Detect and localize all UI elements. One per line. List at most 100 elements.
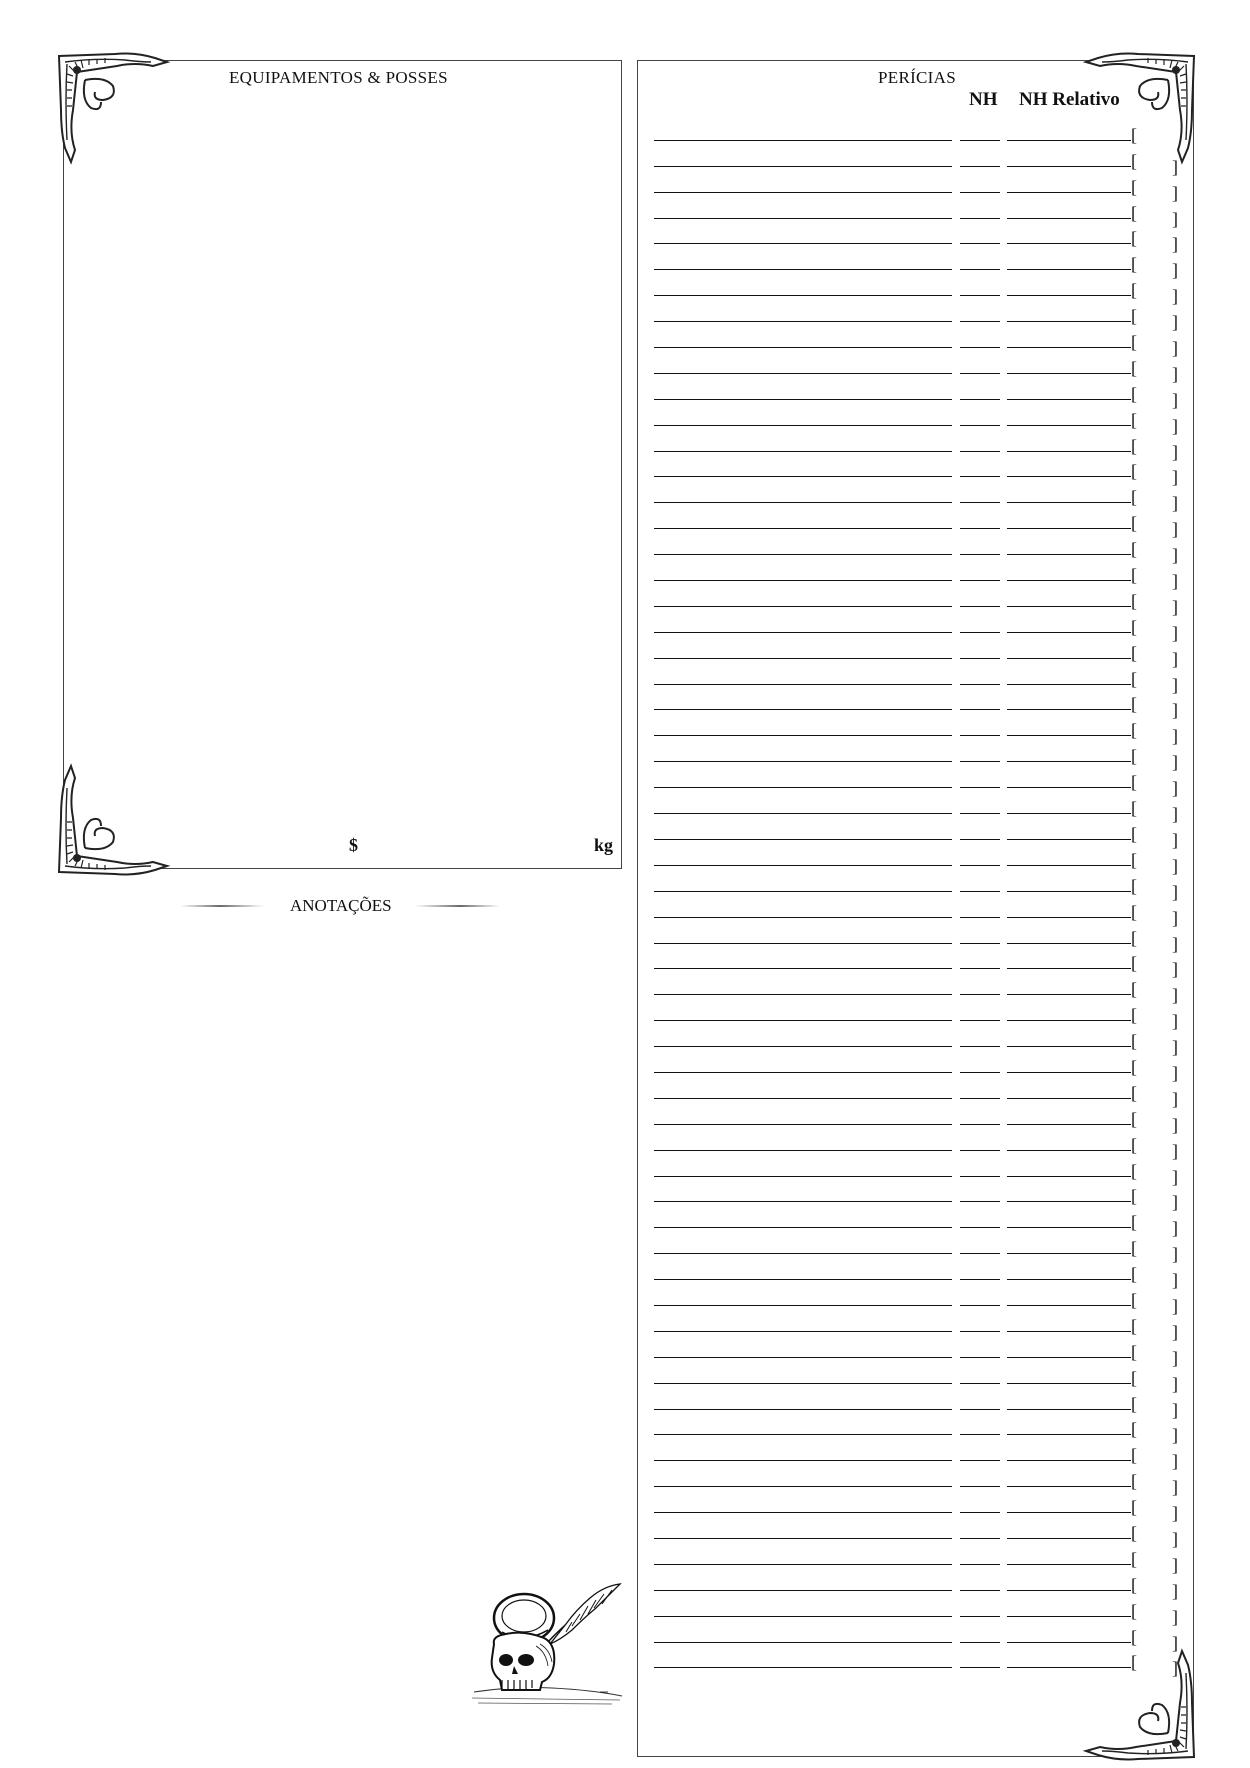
- skill-name-line[interactable]: [654, 528, 952, 530]
- skill-relative-line[interactable]: [1007, 1149, 1131, 1151]
- skill-name-line[interactable]: [654, 1408, 952, 1410]
- skill-nh-line[interactable]: [960, 1460, 1000, 1462]
- skill-nh-line[interactable]: [960, 1175, 1000, 1177]
- skill-name-line[interactable]: [654, 1279, 952, 1281]
- skill-nh-line[interactable]: [960, 372, 1000, 374]
- skill-name-line[interactable]: [654, 1434, 952, 1436]
- skill-nh-line[interactable]: [960, 761, 1000, 763]
- skill-name-line[interactable]: [654, 631, 952, 633]
- skill-relative-line[interactable]: [1007, 528, 1131, 530]
- skill-name-line[interactable]: [654, 424, 952, 426]
- skill-nh-line[interactable]: [960, 787, 1000, 789]
- skill-relative-line[interactable]: [1007, 813, 1131, 815]
- skill-name-line[interactable]: [654, 1201, 952, 1203]
- skill-relative-line[interactable]: [1007, 657, 1131, 659]
- skill-name-line[interactable]: [654, 321, 952, 323]
- skill-nh-line[interactable]: [960, 657, 1000, 659]
- skill-nh-line[interactable]: [960, 243, 1000, 245]
- skill-relative-line[interactable]: [1007, 1253, 1131, 1255]
- skill-name-line[interactable]: [654, 372, 952, 374]
- skill-name-line[interactable]: [654, 1589, 952, 1591]
- skill-nh-line[interactable]: [960, 1253, 1000, 1255]
- skill-relative-line[interactable]: [1007, 1356, 1131, 1358]
- skill-nh-line[interactable]: [960, 735, 1000, 737]
- skill-nh-line[interactable]: [960, 1279, 1000, 1281]
- skill-relative-line[interactable]: [1007, 424, 1131, 426]
- skill-name-line[interactable]: [654, 1149, 952, 1151]
- skill-relative-line[interactable]: [1007, 1123, 1131, 1125]
- skill-nh-line[interactable]: [960, 605, 1000, 607]
- skill-name-line[interactable]: [654, 890, 952, 892]
- skill-name-line[interactable]: [654, 942, 952, 944]
- skill-name-line[interactable]: [654, 1356, 952, 1358]
- skill-relative-line[interactable]: [1007, 269, 1131, 271]
- skill-nh-line[interactable]: [960, 709, 1000, 711]
- skill-name-line[interactable]: [654, 761, 952, 763]
- skill-relative-line[interactable]: [1007, 1201, 1131, 1203]
- skill-nh-line[interactable]: [960, 347, 1000, 349]
- skill-nh-line[interactable]: [960, 864, 1000, 866]
- skill-name-line[interactable]: [654, 580, 952, 582]
- skill-relative-line[interactable]: [1007, 476, 1131, 478]
- skill-nh-line[interactable]: [960, 813, 1000, 815]
- skill-nh-line[interactable]: [960, 269, 1000, 271]
- skill-nh-line[interactable]: [960, 1486, 1000, 1488]
- skill-relative-line[interactable]: [1007, 580, 1131, 582]
- skill-relative-line[interactable]: [1007, 1175, 1131, 1177]
- skill-name-line[interactable]: [654, 243, 952, 245]
- skill-nh-line[interactable]: [960, 1330, 1000, 1332]
- skill-name-line[interactable]: [654, 709, 952, 711]
- skill-name-line[interactable]: [654, 838, 952, 840]
- skill-name-line[interactable]: [654, 1537, 952, 1539]
- skill-nh-line[interactable]: [960, 1356, 1000, 1358]
- skill-name-line[interactable]: [654, 605, 952, 607]
- skill-name-line[interactable]: [654, 1667, 952, 1669]
- skill-name-line[interactable]: [654, 1123, 952, 1125]
- skill-relative-line[interactable]: [1007, 787, 1131, 789]
- skill-name-line[interactable]: [654, 1512, 952, 1514]
- skill-relative-line[interactable]: [1007, 916, 1131, 918]
- skill-relative-line[interactable]: [1007, 1563, 1131, 1565]
- skill-relative-line[interactable]: [1007, 295, 1131, 297]
- skill-relative-line[interactable]: [1007, 1434, 1131, 1436]
- skill-name-line[interactable]: [654, 1097, 952, 1099]
- skill-nh-line[interactable]: [960, 1149, 1000, 1151]
- skill-nh-line[interactable]: [960, 968, 1000, 970]
- skill-name-line[interactable]: [654, 1020, 952, 1022]
- skill-relative-line[interactable]: [1007, 994, 1131, 996]
- skill-nh-line[interactable]: [960, 1641, 1000, 1643]
- skill-nh-line[interactable]: [960, 1304, 1000, 1306]
- skill-relative-line[interactable]: [1007, 243, 1131, 245]
- skill-relative-line[interactable]: [1007, 605, 1131, 607]
- skill-nh-line[interactable]: [960, 1434, 1000, 1436]
- skill-relative-line[interactable]: [1007, 1071, 1131, 1073]
- skill-relative-line[interactable]: [1007, 942, 1131, 944]
- skill-nh-line[interactable]: [960, 554, 1000, 556]
- skill-name-line[interactable]: [654, 683, 952, 685]
- skill-nh-line[interactable]: [960, 450, 1000, 452]
- skill-name-line[interactable]: [654, 1460, 952, 1462]
- skill-name-line[interactable]: [654, 787, 952, 789]
- skill-name-line[interactable]: [654, 1563, 952, 1565]
- skill-name-line[interactable]: [654, 1486, 952, 1488]
- skill-relative-line[interactable]: [1007, 968, 1131, 970]
- skill-nh-line[interactable]: [960, 321, 1000, 323]
- skill-name-line[interactable]: [654, 398, 952, 400]
- skill-relative-line[interactable]: [1007, 191, 1131, 193]
- skill-nh-line[interactable]: [960, 1382, 1000, 1384]
- skill-relative-line[interactable]: [1007, 1382, 1131, 1384]
- skill-name-line[interactable]: [654, 916, 952, 918]
- skill-name-line[interactable]: [654, 1615, 952, 1617]
- skill-name-line[interactable]: [654, 139, 952, 141]
- skill-name-line[interactable]: [654, 813, 952, 815]
- skill-name-line[interactable]: [654, 657, 952, 659]
- skill-nh-line[interactable]: [960, 528, 1000, 530]
- skill-name-line[interactable]: [654, 1382, 952, 1384]
- skill-relative-line[interactable]: [1007, 217, 1131, 219]
- skill-name-line[interactable]: [654, 217, 952, 219]
- skill-relative-line[interactable]: [1007, 1641, 1131, 1643]
- skill-relative-line[interactable]: [1007, 1512, 1131, 1514]
- skill-name-line[interactable]: [654, 994, 952, 996]
- skill-relative-line[interactable]: [1007, 1020, 1131, 1022]
- skill-relative-line[interactable]: [1007, 502, 1131, 504]
